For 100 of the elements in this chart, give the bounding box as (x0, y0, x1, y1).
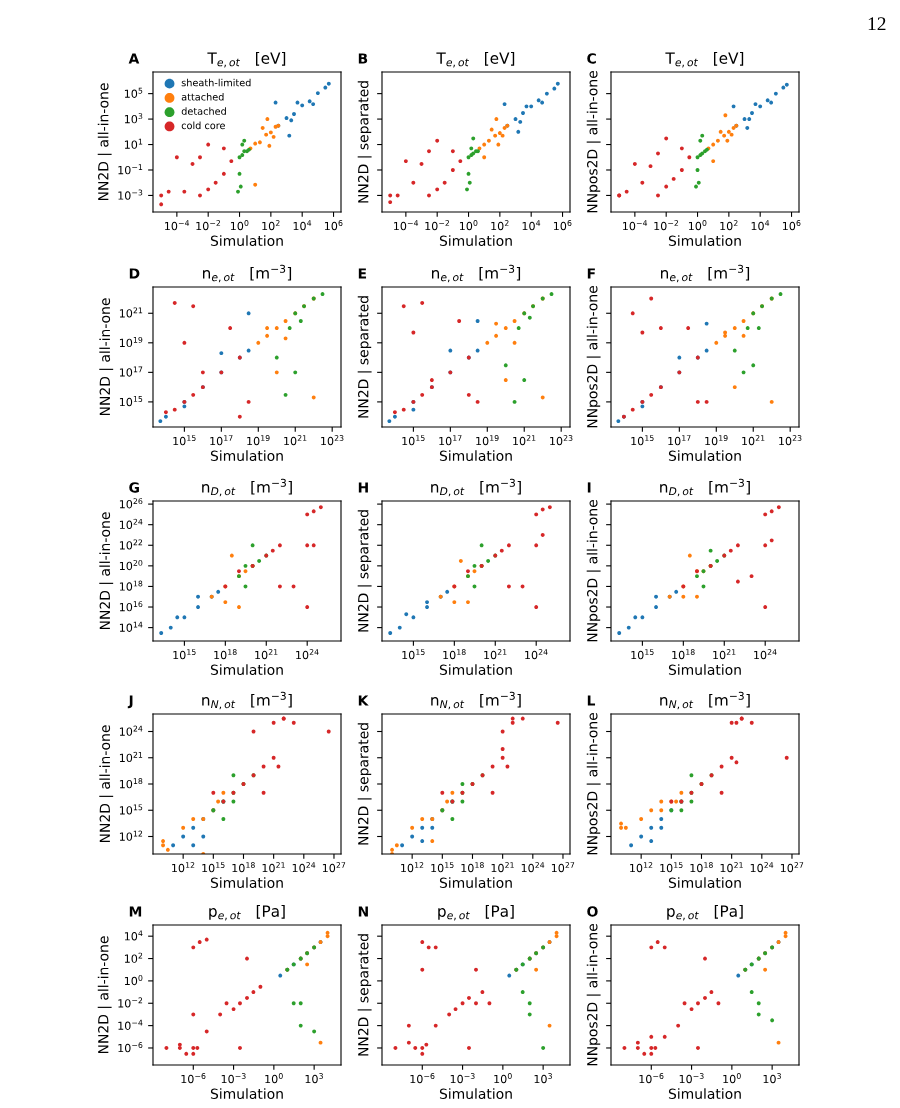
x-tick-label: 10$^{18}$ (690, 862, 713, 873)
x-tick-label: 10$^{12}$ (630, 862, 653, 873)
text: M (129, 906, 142, 917)
chart-title: n$_{D,ot}$ [m$^{−3}$] (202, 478, 292, 497)
x-tick-label: 10$^{18}$ (672, 649, 695, 660)
x-tick-label: 10$^{6}$ (324, 220, 343, 231)
x-tick-label: 10$^{27}$ (780, 862, 804, 873)
chart-title: p$_{e,ot}$ [Pa] (209, 905, 285, 921)
chart-title: T$_{e,ot}$ [eV] (665, 52, 744, 68)
x-tick-label: 10$^{6}$ (782, 220, 801, 231)
chart-title: T$_{e,ot}$ [eV] (436, 52, 515, 68)
x-tick-label: 10$^{−2}$ (196, 220, 221, 231)
x-tick-label: 10$^{15}$ (202, 862, 225, 873)
x-tick-label: 10$^{−6}$ (181, 1073, 206, 1084)
y-tick-label: 10$^{4}$ (124, 930, 143, 941)
x-tick-label: 10$^{15}$ (631, 435, 654, 446)
text: F (587, 268, 595, 279)
x-tick-label: 10$^{3}$ (534, 1073, 552, 1084)
text: N (358, 906, 368, 917)
text: H (358, 482, 368, 493)
chart-title: n$_{D,ot}$ [m$^{−3}$] (660, 478, 750, 497)
y-tick-label: 10$^{2}$ (124, 952, 143, 963)
y-tick-label: 10$^{12}$ (119, 830, 143, 841)
y-tick-label: 10$^{26}$ (119, 498, 143, 509)
x-tick-label: 10$^{19}$ (247, 435, 270, 446)
y-tick-label: 10$^{21}$ (119, 751, 143, 763)
x-axis-title: Simulation (668, 664, 741, 675)
y-tick-label: 10$^{0}$ (124, 975, 143, 986)
chart-title: T$_{e,ot}$ [eV] (207, 52, 286, 68)
y-axis-title: NN2D | separated (357, 510, 372, 632)
text: L (587, 695, 596, 706)
x-tick-label: 10$^{15}$ (402, 649, 425, 660)
x-tick-label: 10$^{21}$ (713, 649, 736, 660)
y-tick-label: 10$^{18}$ (119, 580, 143, 591)
x-tick-label: 10$^{15}$ (173, 649, 196, 660)
x-axis-title: Simulation (668, 1088, 741, 1099)
y-tick-label: 10$^{3}$ (124, 113, 143, 124)
text: J (127, 695, 133, 709)
y-tick-label: 10$^{−6}$ (118, 1042, 143, 1053)
x-axis-title: Simulation (668, 877, 741, 888)
x-axis-title: Simulation (210, 1088, 283, 1099)
x-tick-label: 10$^{17}$ (668, 435, 691, 446)
chart-title: n$_{N,ot}$ [m$^{−3}$] (431, 691, 521, 710)
x-tick-label: 10$^{−2}$ (425, 220, 450, 231)
y-tick-label: 10$^{5}$ (124, 87, 143, 98)
x-tick-label: 10$^{4}$ (293, 220, 312, 231)
x-tick-label: 10$^{0}$ (230, 220, 249, 231)
x-tick-label: 10$^{−4}$ (165, 220, 190, 231)
chart-title: n$_{e,ot}$ [m$^{−3}$] (661, 264, 750, 283)
x-tick-label: 10$^{24}$ (525, 649, 548, 660)
x-tick-label: 10$^{21}$ (255, 649, 278, 660)
x-tick-label: 10$^{0}$ (494, 1073, 512, 1084)
chart-title: n$_{N,ot}$ [m$^{−3}$] (660, 691, 750, 710)
y-tick-label: 10$^{21}$ (119, 307, 143, 318)
text: A (128, 53, 140, 64)
y-axis-title: NN2D | all-in-one (97, 83, 112, 201)
text: O (587, 906, 598, 917)
text: C (587, 53, 596, 64)
x-tick-label: 10$^{−3}$ (679, 1073, 704, 1084)
x-axis-title: Simulation (439, 235, 512, 246)
y-tick-label: 10$^{−4}$ (118, 1019, 143, 1030)
x-tick-label: 10$^{21}$ (720, 862, 743, 873)
y-tick-label: 10$^{−2}$ (118, 997, 143, 1008)
y-tick-label: 10$^{1}$ (124, 138, 143, 149)
x-tick-label: 10$^{24}$ (296, 649, 319, 660)
text: 12 (868, 17, 886, 31)
x-tick-label: 10$^{6}$ (553, 220, 572, 231)
x-tick-label: 10$^{19}$ (476, 435, 499, 446)
y-tick-label: 10$^{−3}$ (118, 189, 143, 200)
x-axis-title: Simulation (210, 450, 283, 461)
x-tick-label: 10$^{12}$ (401, 862, 424, 873)
y-axis-title: NN2D | all-in-one (99, 512, 114, 630)
x-axis-title: Simulation (668, 450, 741, 461)
x-tick-label: 10$^{27}$ (322, 862, 346, 873)
x-axis-title: Simulation (439, 1088, 512, 1099)
x-axis-title: Simulation (439, 450, 512, 461)
x-tick-label: 10$^{21}$ (262, 862, 285, 873)
x-tick-label: 10$^{18}$ (443, 649, 466, 660)
x-tick-label: 10$^{−2}$ (654, 220, 679, 231)
x-tick-label: 10$^{24}$ (754, 649, 777, 660)
y-axis-title: NNpos2D | all-in-one (586, 500, 601, 642)
y-axis-title: NN2D | all-in-one (99, 725, 114, 843)
chart-title: n$_{e,ot}$ [m$^{−3}$] (203, 264, 292, 283)
x-axis-title: Simulation (210, 235, 283, 246)
x-tick-label: 10$^{24}$ (750, 862, 774, 873)
x-axis-title: Simulation (439, 664, 512, 675)
text: D (129, 268, 140, 279)
y-tick-label: 10$^{17}$ (119, 366, 143, 377)
y-axis-title: NN2D | separated (357, 296, 372, 418)
y-axis-title: NNpos2D | all-in-one (586, 286, 601, 428)
x-tick-label: 10$^{0}$ (723, 1073, 741, 1084)
x-tick-label: 10$^{27}$ (551, 862, 575, 873)
x-tick-label: 10$^{4}$ (522, 220, 541, 231)
legend-label: attached (181, 93, 224, 101)
x-tick-label: 10$^{19}$ (705, 435, 728, 446)
x-axis-title: Simulation (668, 235, 741, 246)
chart-title: p$_{e,ot}$ [Pa] (667, 905, 743, 921)
x-tick-label: 10$^{21}$ (513, 435, 536, 446)
x-tick-label: 10$^{3}$ (763, 1073, 781, 1084)
x-tick-label: 10$^{4}$ (751, 220, 770, 231)
